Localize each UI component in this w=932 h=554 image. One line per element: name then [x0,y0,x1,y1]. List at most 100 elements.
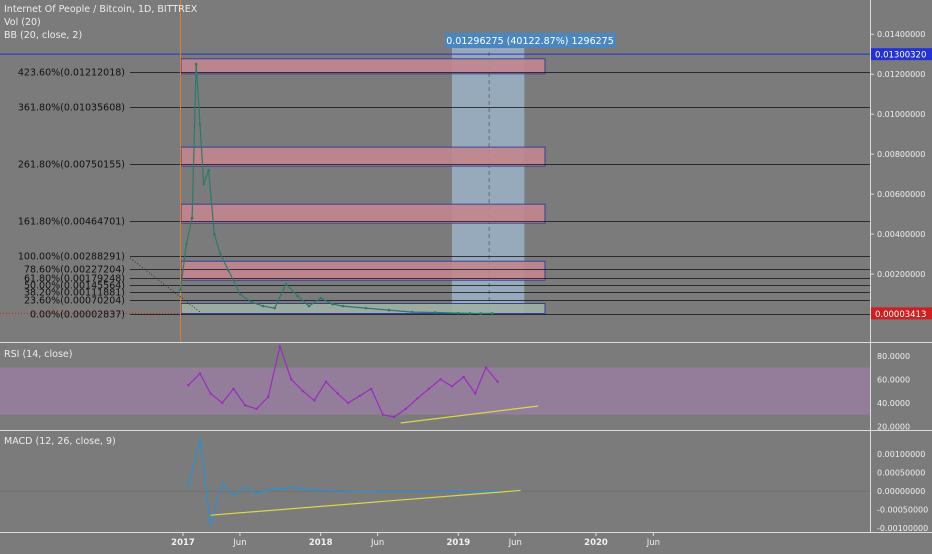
price-axis-tick-label: 0.01000000 [877,110,925,119]
price-point [296,294,300,298]
macd-point [381,490,385,493]
fib-level-label: 261.80%(0.00750155) [18,160,125,171]
rsi-point [370,387,373,390]
rsi-point [301,389,305,393]
rsi-series-line [187,344,499,418]
price-point [468,312,472,315]
rsi-trend-line [400,405,539,424]
macd-point [496,489,499,492]
rsi-point [198,372,202,375]
chart-title: Internet Of People / Bitcoin, 1D, BITTRE… [4,4,198,15]
time-axis-tick-label: 2017 [171,538,195,548]
macd-axis-tick-label: 0.00050000 [877,469,925,478]
fib-level-label: 361.80%(0.01035608) [18,103,125,114]
indicator-label: BB (20, close, 2) [4,30,82,41]
rsi-point [244,404,247,407]
price-axis-tick-label: 0.01200000 [877,70,925,79]
price-point [202,182,205,186]
top-level-badge-label: 0.01300320 [875,51,926,61]
fib-level-label: 38.20%(0.00111881) [24,288,125,299]
price-point [185,242,188,246]
fib-zone-box [180,260,546,281]
price-point [307,304,311,308]
fib-level-label: 423.60%(0.01212018) [18,68,125,79]
price-point [213,232,216,236]
fib-level-label: 161.80%(0.00464701) [18,217,125,228]
price-point [227,268,230,272]
macd-point [255,491,258,495]
top-level-badge [871,48,932,61]
price-point [331,302,334,306]
price-point [457,311,460,315]
rsi-point [358,394,362,397]
rsi-point [187,384,190,387]
fib-level-label: 100.00%(0.00288291) [18,252,125,263]
rsi-point [278,345,282,348]
rsi-point [450,385,454,388]
time-axis-tick-label: 2020 [584,538,608,548]
rsi-point [439,378,442,381]
time-axis-tick-label: 2019 [446,538,470,548]
fib-level-label: 23.60%(0.00070204) [24,296,125,307]
macd-axis-tick-label: 0.00100000 [877,450,925,459]
fib-zone-box [180,146,546,167]
current-price-badge-label: 0.00003413 [875,310,926,320]
indicator-label: Vol (20) [4,17,41,28]
macd-axis-tick-label: 0.00000000 [877,487,925,496]
fib-zone-box [180,58,546,75]
rsi-point [324,380,328,383]
measure-badge [445,33,616,48]
price-point [411,310,414,314]
macd-axis-tick-label: -0.00050000 [877,506,928,515]
fib-zone-box [180,203,546,224]
macd-point [187,486,190,489]
time-axis-tick-label: Jun [508,538,522,548]
time-axis-tick-label: Jun [370,538,384,548]
rsi-point [290,378,293,381]
price-axis-tick-label: 0.00400000 [877,230,925,239]
fib-level-label: 50.00%(0.00145564) [24,281,125,292]
macd-point [232,493,235,497]
rsi-point [404,407,408,410]
rsi-point [393,415,396,419]
rsi-point [221,401,224,405]
macd-point [267,489,270,492]
rsi-point [462,375,465,379]
macd-point [313,488,316,492]
rsi-point [427,387,431,390]
measure-badge-label: 0.01296275 (40122.87%) 1296275 [446,36,614,47]
price-point [284,282,288,286]
rsi-point [496,380,499,383]
rsi-axis-tick-label: 80.0000 [877,352,910,361]
macd-point [221,482,224,485]
rsi-band [0,367,870,415]
rsi-axis-tick-label: 60.0000 [877,375,910,384]
current-price-badge [871,307,932,320]
rsi-point [347,401,350,405]
rsi-point [255,407,258,410]
macd-title: MACD (12, 26, close, 9) [4,436,116,447]
price-axis-tick-label: 0.01400000 [877,30,925,39]
price-point [434,311,437,314]
rsi-axis-tick-label: 40.0000 [877,399,910,408]
price-point [364,306,368,310]
macd-point [450,490,454,493]
price-point [387,308,391,312]
price-point [238,292,242,296]
price-axis-tick-label: 0.00200000 [877,270,925,279]
fib-level-label: 0.00%(0.00002837) [30,310,125,321]
time-axis-tick-label: Jun [232,538,246,548]
price-point [341,304,345,308]
fib-zone-box [180,303,546,314]
macd-point [244,486,247,489]
price-point [194,62,198,66]
rsi-point [313,399,316,402]
time-axis-tick-label: Jun [646,538,660,548]
price-point [179,288,182,292]
rsi-axis-tick-label: 20.0000 [877,422,910,431]
macd-point [290,486,293,489]
fib-level-label: 61.80%(0.00179248) [24,274,125,285]
rsi-point [209,392,212,395]
